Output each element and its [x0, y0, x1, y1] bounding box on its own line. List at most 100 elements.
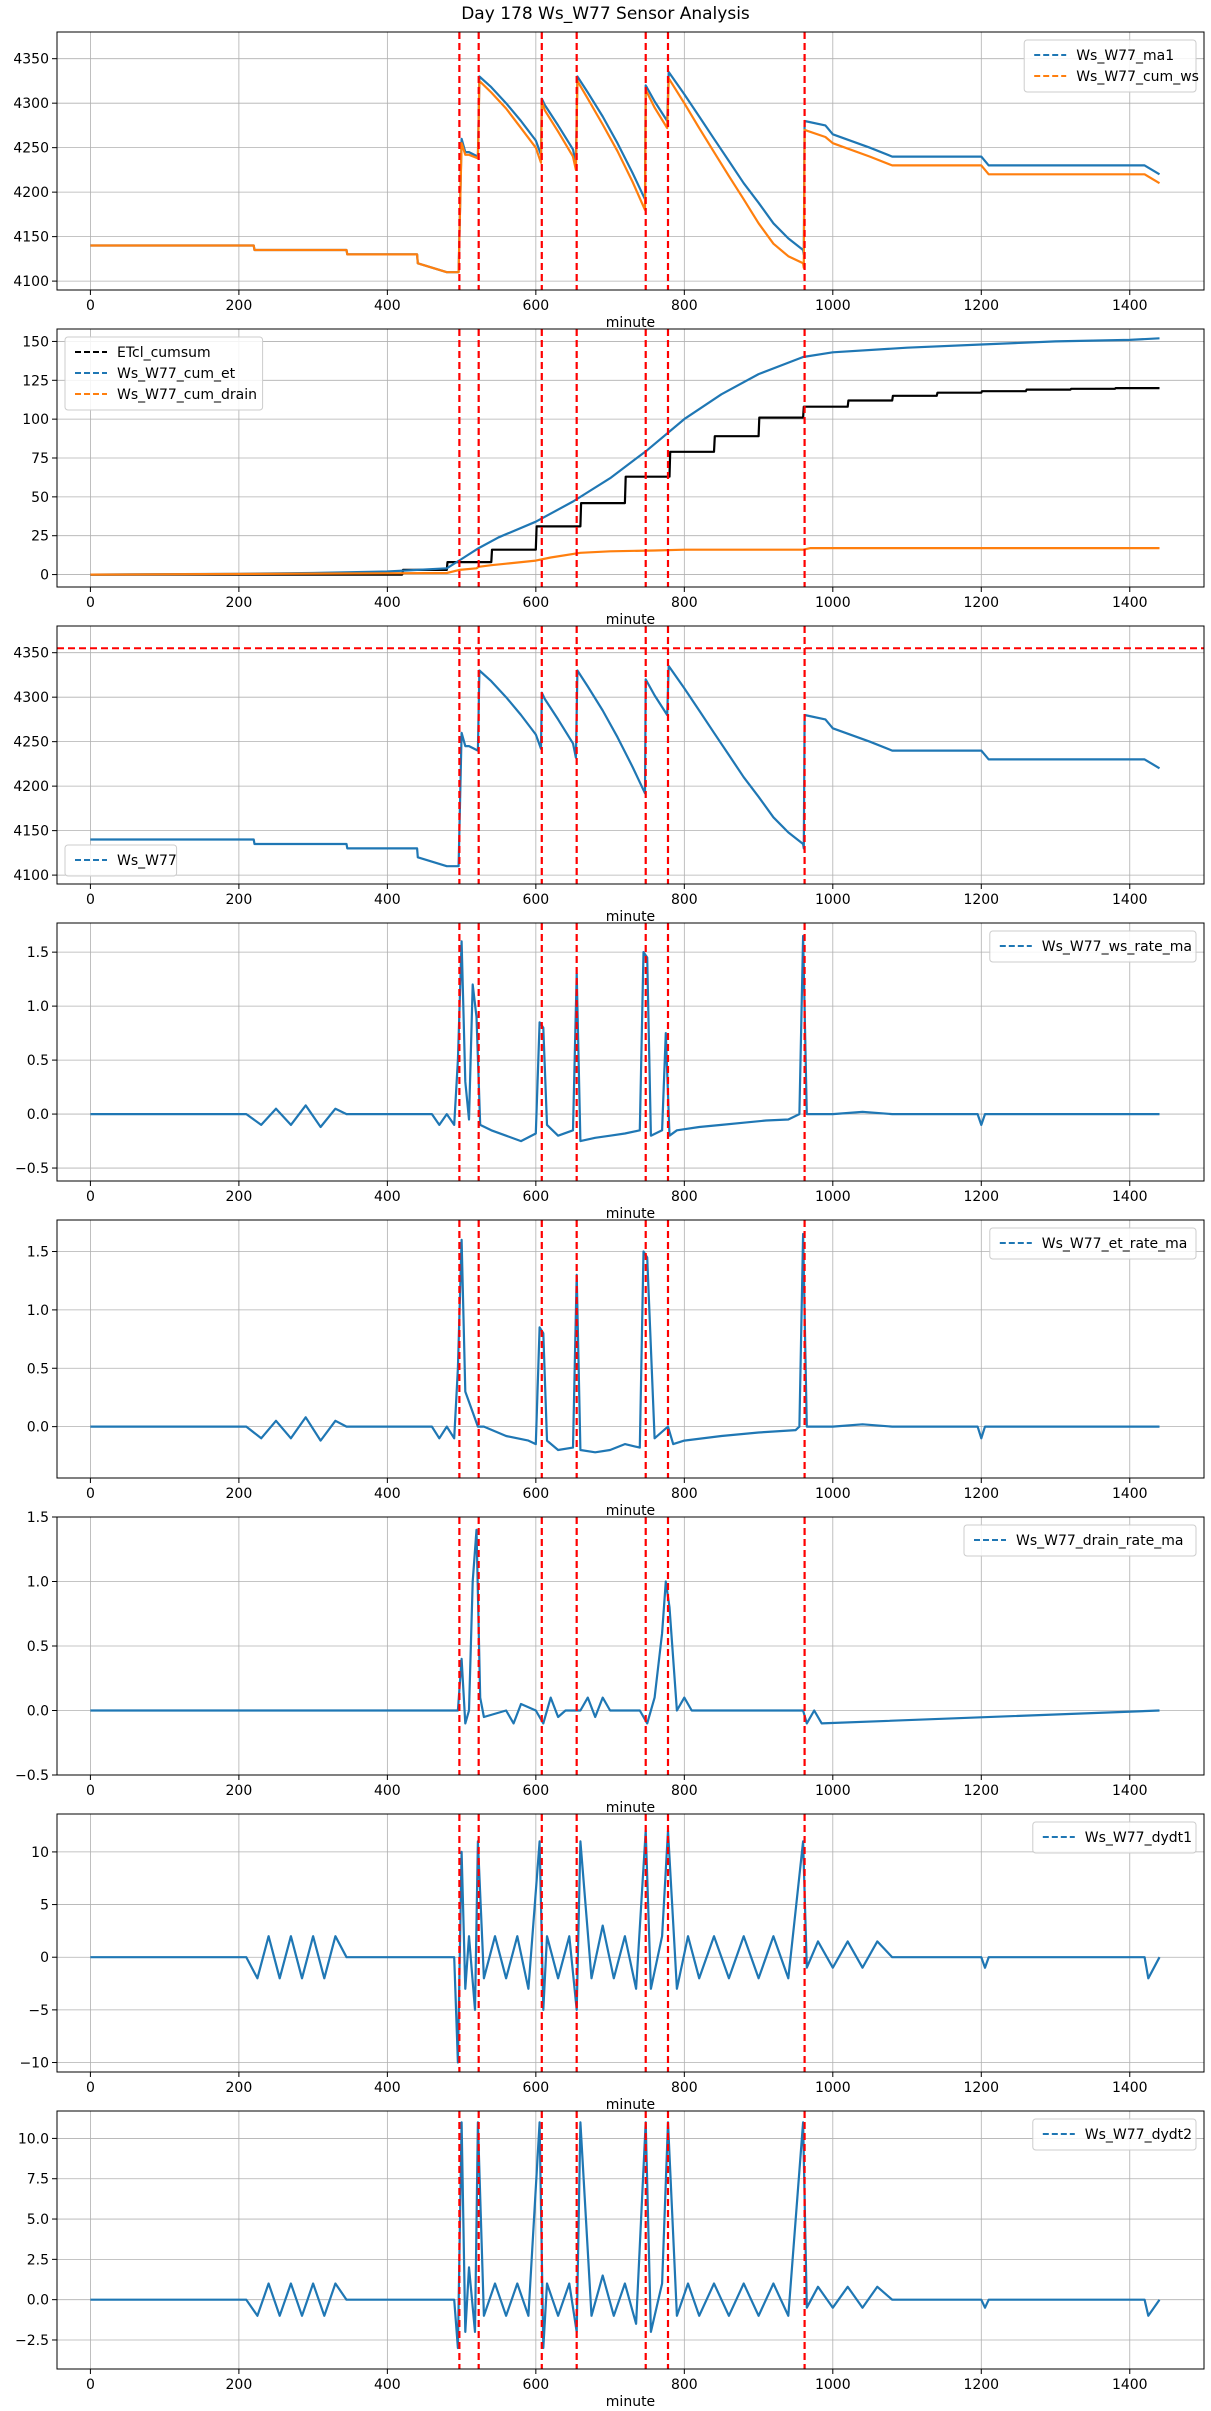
y-tick-label: 4250 — [13, 735, 49, 751]
y-tick-label: −0.5 — [15, 1768, 49, 1784]
x-tick-label: 1400 — [1112, 2377, 1148, 2393]
x-tick-label: 1000 — [815, 298, 851, 314]
y-tick-label: 0.5 — [27, 1053, 49, 1069]
x-tick-label: 400 — [374, 1783, 401, 1799]
x-tick-label: 1400 — [1112, 595, 1148, 611]
legend-box — [1023, 39, 1197, 93]
legend-label: Ws_W77_cum_et — [117, 366, 236, 382]
x-tick-label: 400 — [374, 2377, 401, 2393]
axes-frame — [56, 625, 1205, 885]
legend-box — [64, 844, 178, 877]
x-axis-label: minute — [606, 2394, 655, 2410]
axes-frame — [56, 1813, 1205, 2073]
legend-label: Ws_W77_dydt1 — [1085, 1830, 1192, 1846]
axes-frame — [56, 31, 1205, 291]
legend-label: Ws_W77_dydt2 — [1085, 2127, 1192, 2143]
x-tick-label: 200 — [226, 1783, 253, 1799]
legend-label: Ws_W77_cum_ws — [1076, 69, 1199, 85]
figure-title: Day 178 Ws_W77 Sensor Analysis — [461, 4, 750, 24]
x-tick-label: 200 — [226, 2377, 253, 2393]
legend-box — [963, 1524, 1197, 1557]
y-tick-label: 4300 — [13, 690, 49, 706]
y-tick-label: 125 — [22, 373, 49, 389]
x-tick-label: 1000 — [815, 595, 851, 611]
x-tick-label: 400 — [374, 1486, 401, 1502]
legend-box — [1032, 2118, 1197, 2151]
axes-frame — [56, 2110, 1205, 2370]
x-tick-label: 1000 — [815, 2377, 851, 2393]
legend-box — [989, 930, 1197, 963]
series-line-Ws_W77_ws_rate_ma — [90, 934, 1160, 1143]
y-tick-label: −2.5 — [15, 2333, 49, 2349]
y-tick-label: 1.0 — [27, 1303, 49, 1319]
x-axis-label: minute — [606, 1800, 655, 1816]
x-tick-label: 600 — [522, 298, 549, 314]
y-tick-label: 25 — [31, 529, 49, 545]
y-tick-label: 150 — [22, 334, 49, 350]
x-tick-label: 200 — [226, 595, 253, 611]
x-tick-label: 1200 — [963, 1486, 999, 1502]
x-tick-label: 1400 — [1112, 1189, 1148, 1205]
y-tick-label: −10 — [19, 2056, 49, 2072]
legend-label: Ws_W77_drain_rate_ma — [1016, 1533, 1183, 1549]
legend-label: Ws_W77 — [117, 853, 177, 869]
x-tick-label: 0 — [86, 2080, 95, 2096]
x-tick-label: 800 — [671, 298, 698, 314]
y-tick-label: 2.5 — [27, 2252, 49, 2268]
y-tick-label: 4350 — [13, 52, 49, 68]
y-tick-label: 1.5 — [27, 1245, 49, 1261]
x-tick-label: 1400 — [1112, 1783, 1148, 1799]
x-axis-label: minute — [606, 612, 655, 628]
x-tick-label: 0 — [86, 1189, 95, 1205]
series-line-Ws_W77_cum_et — [90, 337, 1160, 576]
x-tick-label: 200 — [226, 2080, 253, 2096]
series-line-ETcl_cumsum — [90, 387, 1160, 576]
y-tick-label: 0 — [40, 1950, 49, 1966]
y-tick-label: 75 — [31, 451, 49, 467]
series-line-Ws_W77_cum_drain — [90, 547, 1160, 576]
x-tick-label: 1400 — [1112, 892, 1148, 908]
x-tick-label: 800 — [671, 892, 698, 908]
series-line-Ws_W77_dydt2 — [90, 2121, 1161, 2350]
y-tick-label: 10.0 — [18, 2131, 49, 2147]
x-tick-label: 200 — [226, 1486, 253, 1502]
x-tick-label: 200 — [226, 1189, 253, 1205]
axes-frame — [56, 922, 1205, 1182]
axes-frame — [56, 1219, 1205, 1479]
series-line-Ws_W77_ma1 — [90, 70, 1161, 274]
y-tick-label: 1.0 — [27, 999, 49, 1015]
x-tick-label: 800 — [671, 595, 698, 611]
y-tick-label: 0.0 — [27, 2293, 49, 2309]
y-tick-label: 0.5 — [27, 1361, 49, 1377]
y-tick-label: 1.0 — [27, 1575, 49, 1591]
y-tick-label: 100 — [22, 412, 49, 428]
x-tick-label: 1200 — [963, 2377, 999, 2393]
y-tick-label: 50 — [31, 490, 49, 506]
legend-box — [989, 1227, 1197, 1260]
x-axis-label: minute — [606, 2097, 655, 2113]
x-tick-label: 400 — [374, 2080, 401, 2096]
x-tick-label: 800 — [671, 2377, 698, 2393]
y-tick-label: 4200 — [13, 185, 49, 201]
x-tick-label: 800 — [671, 1189, 698, 1205]
legend-label: Ws_W77_ws_rate_ma — [1042, 939, 1192, 955]
x-tick-label: 1000 — [815, 892, 851, 908]
x-tick-label: 600 — [522, 1486, 549, 1502]
x-tick-label: 1200 — [963, 595, 999, 611]
y-tick-label: 1.5 — [27, 945, 49, 961]
x-tick-label: 1400 — [1112, 1486, 1148, 1502]
x-axis-label: minute — [606, 315, 655, 331]
x-tick-label: 0 — [86, 2377, 95, 2393]
y-tick-label: 4300 — [13, 96, 49, 112]
x-tick-label: 800 — [671, 1783, 698, 1799]
series-line-Ws_W77_cum_ws — [90, 77, 1161, 274]
y-tick-label: 4150 — [13, 824, 49, 840]
x-axis-label: minute — [606, 1503, 655, 1519]
series-line-Ws_W77_et_rate_ma — [90, 1232, 1160, 1454]
y-tick-label: 4100 — [13, 274, 49, 290]
series-line-Ws_W77 — [90, 664, 1161, 868]
x-tick-label: 400 — [374, 595, 401, 611]
x-tick-label: 1000 — [815, 1486, 851, 1502]
x-tick-label: 800 — [671, 2080, 698, 2096]
